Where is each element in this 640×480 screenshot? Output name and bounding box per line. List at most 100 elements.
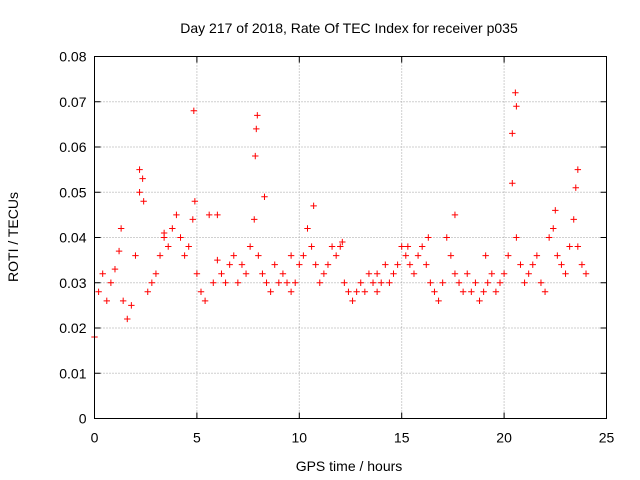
data-point bbox=[500, 270, 508, 277]
data-point bbox=[140, 198, 147, 205]
data-point bbox=[115, 247, 123, 255]
data-point bbox=[513, 234, 520, 241]
data-point bbox=[251, 216, 258, 223]
x-tick-label: 0 bbox=[91, 430, 99, 446]
data-point bbox=[218, 270, 225, 277]
data-point bbox=[476, 297, 483, 305]
data-point bbox=[304, 225, 311, 232]
data-point bbox=[394, 261, 401, 268]
data-point bbox=[373, 270, 381, 277]
data-point bbox=[373, 288, 381, 295]
data-point bbox=[189, 216, 197, 223]
y-axis-label: ROTI / TECUs bbox=[5, 192, 21, 282]
data-point bbox=[279, 270, 287, 277]
data-point bbox=[509, 130, 516, 137]
data-point bbox=[328, 243, 336, 250]
grid-lines bbox=[94, 56, 607, 419]
data-point bbox=[103, 297, 110, 305]
data-point bbox=[533, 252, 541, 259]
data-point bbox=[455, 279, 463, 286]
data-point bbox=[320, 270, 328, 277]
data-point bbox=[574, 166, 582, 173]
data-point bbox=[117, 225, 125, 232]
y-tick-label: 0 bbox=[79, 411, 87, 427]
data-point bbox=[545, 234, 553, 241]
data-point bbox=[386, 279, 393, 286]
data-point bbox=[382, 261, 389, 268]
data-point bbox=[222, 279, 229, 286]
y-tick-label: 0.05 bbox=[59, 184, 86, 200]
data-point bbox=[296, 261, 303, 268]
data-point bbox=[242, 270, 250, 277]
x-tick-label: 25 bbox=[599, 430, 615, 446]
data-point bbox=[496, 279, 504, 286]
data-point bbox=[160, 229, 168, 237]
data-point bbox=[447, 252, 455, 259]
data-point bbox=[148, 279, 156, 286]
data-point bbox=[190, 107, 198, 114]
data-point bbox=[341, 279, 348, 286]
data-point bbox=[310, 202, 317, 210]
data-point bbox=[574, 243, 582, 250]
data-point bbox=[283, 279, 291, 286]
data-point bbox=[566, 243, 573, 250]
y-tick-labels: 0 0.01 0.02 0.03 0.04 0.05 0.06 0.07 0.08 bbox=[59, 49, 86, 427]
data-point bbox=[275, 279, 283, 286]
data-point bbox=[451, 270, 459, 277]
data-point bbox=[205, 211, 213, 219]
data-point bbox=[287, 288, 295, 295]
data-point bbox=[562, 270, 569, 277]
data-point bbox=[439, 279, 446, 286]
data-point bbox=[425, 234, 432, 241]
data-point bbox=[263, 279, 270, 286]
data-point bbox=[512, 89, 519, 96]
data-point bbox=[418, 243, 426, 250]
y-tick-label: 0.03 bbox=[59, 275, 86, 291]
data-point bbox=[181, 252, 188, 259]
data-point bbox=[111, 265, 119, 273]
data-point bbox=[214, 256, 221, 264]
y-tick-label: 0.04 bbox=[59, 230, 86, 246]
data-point bbox=[246, 243, 254, 250]
data-point bbox=[480, 288, 487, 295]
data-point bbox=[261, 193, 268, 200]
data-point bbox=[521, 279, 528, 286]
data-point bbox=[332, 252, 340, 259]
data-point bbox=[398, 243, 405, 250]
data-point bbox=[525, 270, 532, 277]
data-point bbox=[128, 302, 135, 309]
data-point bbox=[287, 252, 295, 259]
data-point bbox=[537, 279, 545, 286]
data-point bbox=[136, 189, 143, 196]
data-point bbox=[107, 279, 115, 286]
data-point bbox=[488, 270, 496, 277]
data-point bbox=[484, 279, 491, 286]
data-point bbox=[554, 252, 561, 259]
data-point bbox=[165, 243, 172, 250]
data-point bbox=[427, 279, 434, 286]
data-point bbox=[169, 225, 176, 232]
data-point bbox=[136, 166, 143, 173]
data-point bbox=[226, 261, 233, 268]
data-point bbox=[193, 270, 201, 277]
data-point bbox=[451, 211, 459, 219]
data-point bbox=[201, 297, 209, 305]
data-point bbox=[572, 184, 579, 191]
data-point bbox=[529, 261, 536, 268]
data-point bbox=[214, 211, 221, 219]
data-point bbox=[558, 261, 565, 268]
data-point bbox=[308, 243, 315, 250]
data-point bbox=[124, 315, 131, 323]
data-point bbox=[345, 288, 352, 295]
data-point bbox=[472, 279, 479, 286]
data-point bbox=[492, 288, 500, 295]
data-point bbox=[177, 234, 184, 241]
data-point bbox=[517, 261, 524, 268]
data-point bbox=[254, 112, 261, 119]
data-point bbox=[152, 270, 160, 277]
data-point bbox=[255, 252, 262, 259]
data-point bbox=[423, 261, 430, 268]
data-point bbox=[259, 270, 266, 277]
x-tick-labels: 0 5 10 15 20 25 bbox=[91, 430, 615, 446]
